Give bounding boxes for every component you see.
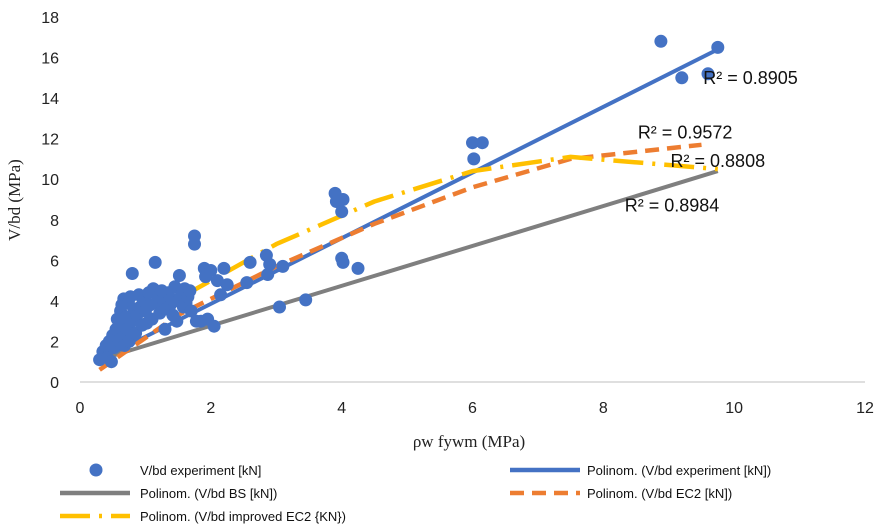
data-point bbox=[220, 278, 234, 292]
trend-line-ec2 bbox=[98, 142, 702, 372]
data-point bbox=[158, 322, 172, 336]
axes: 0 2 4 6 8 10 12 0 2 4 6 8 10 12 14 16 18 bbox=[41, 10, 874, 417]
scatter-points bbox=[93, 34, 725, 369]
r-squared-label: R² = 0.8905 bbox=[703, 68, 798, 88]
data-point bbox=[148, 255, 162, 269]
data-point bbox=[336, 255, 350, 269]
data-point bbox=[335, 205, 349, 219]
data-point bbox=[466, 136, 479, 150]
r-squared-label: R² = 0.8808 bbox=[671, 151, 766, 171]
trend-line-experiment bbox=[98, 47, 719, 362]
legend-label: Polinom. (V/bd improved EC2 {KN}) bbox=[140, 509, 346, 524]
y-tick-label: 4 bbox=[50, 294, 59, 311]
data-point bbox=[276, 259, 290, 273]
data-point bbox=[675, 71, 689, 85]
r-squared-annotations: R² = 0.8905 R² = 0.9572 R² = 0.8808 R² = 0.… bbox=[625, 68, 798, 216]
y-tick-label: 0 bbox=[50, 375, 59, 392]
x-tick-label: 4 bbox=[337, 400, 346, 417]
data-point bbox=[336, 193, 350, 206]
data-point bbox=[261, 268, 275, 281]
y-tick-label: 16 bbox=[41, 51, 59, 68]
x-tick-label: 2 bbox=[206, 400, 215, 417]
data-point bbox=[214, 288, 228, 302]
x-axis-title: ρw fywm (MPa) bbox=[413, 432, 525, 451]
legend: V/bd experiment [kN] Polinom. (V/bd exper… bbox=[60, 463, 771, 524]
y-tick-label: 18 bbox=[41, 10, 59, 27]
data-point bbox=[188, 237, 201, 251]
data-point bbox=[299, 293, 313, 307]
x-tick-label: 6 bbox=[468, 400, 477, 417]
x-tick-label: 12 bbox=[856, 400, 874, 417]
data-point bbox=[172, 269, 186, 282]
trend-line-bs bbox=[99, 169, 719, 362]
data-point bbox=[273, 300, 286, 314]
data-point bbox=[263, 257, 277, 271]
r-squared-label: R² = 0.9572 bbox=[638, 123, 733, 143]
data-point bbox=[240, 276, 254, 290]
data-point bbox=[210, 274, 224, 288]
x-tick-label: 0 bbox=[76, 400, 85, 417]
data-point bbox=[183, 284, 197, 298]
data-point bbox=[204, 264, 218, 277]
y-tick-label: 6 bbox=[50, 253, 59, 270]
data-point bbox=[104, 355, 118, 369]
legend-label: Polinom. (V/bd EC2 [kN]) bbox=[587, 486, 732, 501]
legend-label: Polinom. (V/bd BS [kN]) bbox=[140, 486, 277, 501]
data-point bbox=[475, 136, 489, 150]
y-tick-label: 10 bbox=[41, 172, 59, 189]
data-point bbox=[170, 314, 184, 328]
legend-label: Polinom. (V/bd experiment [kN]) bbox=[587, 463, 771, 478]
data-point bbox=[711, 40, 725, 54]
trend-line-improved bbox=[98, 154, 718, 358]
y-tick-label: 2 bbox=[50, 334, 59, 351]
legend-label: V/bd experiment [kN] bbox=[140, 463, 261, 478]
x-tick-label: 8 bbox=[599, 400, 608, 417]
data-point bbox=[207, 319, 221, 333]
data-point bbox=[125, 267, 139, 280]
data-point bbox=[217, 261, 231, 275]
y-tick-label: 8 bbox=[50, 213, 59, 230]
r-squared-label: R² = 0.8984 bbox=[625, 196, 720, 216]
y-axis-title: V/bd (MPa) bbox=[5, 159, 24, 241]
data-point bbox=[351, 261, 365, 275]
data-point bbox=[701, 67, 715, 81]
data-point bbox=[243, 255, 257, 269]
data-point bbox=[654, 34, 668, 48]
y-tick-label: 14 bbox=[41, 91, 59, 108]
y-tick-label: 12 bbox=[41, 132, 59, 149]
x-tick-label: 10 bbox=[725, 400, 743, 417]
legend-marker-experiment bbox=[89, 463, 103, 477]
data-point bbox=[184, 304, 198, 318]
data-point bbox=[467, 152, 481, 166]
